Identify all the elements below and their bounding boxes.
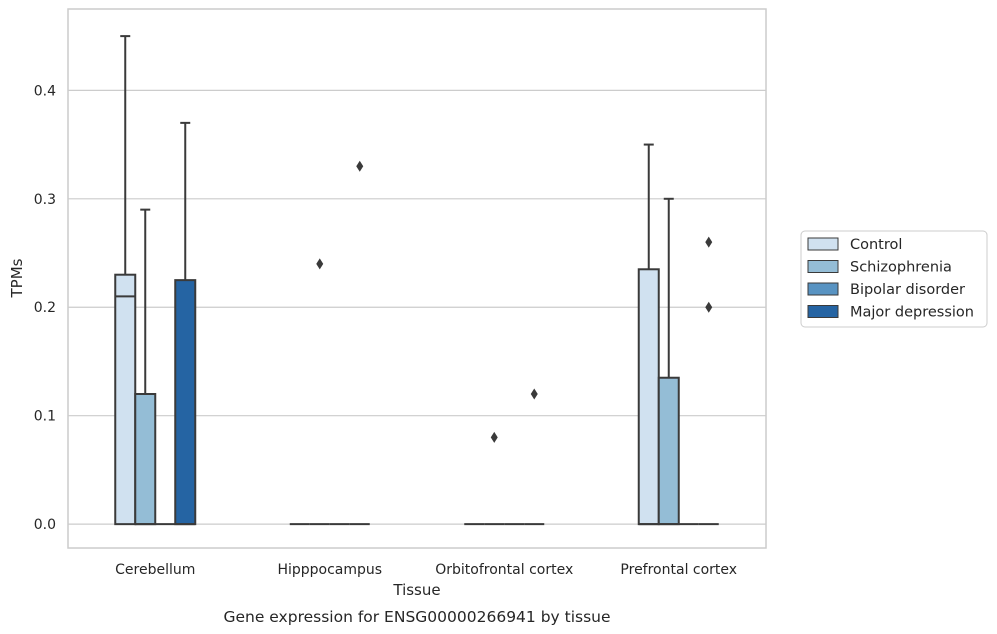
outlier-point xyxy=(530,388,538,400)
box-schizophrenia xyxy=(657,197,680,526)
legend-label: Major depression xyxy=(850,305,974,321)
x-tick-labels: Cerebellum Hipppocampus Orbitofrontal cort… xyxy=(115,562,737,578)
y-tick-label: 0.4 xyxy=(34,83,56,99)
outlier-point xyxy=(316,258,324,270)
legend-frame xyxy=(800,230,988,328)
x-tick-label: Hipppocampus xyxy=(277,562,382,578)
box-schizophrenia xyxy=(134,208,157,526)
box-body xyxy=(637,268,660,526)
y-tick-label: 0.1 xyxy=(34,409,56,425)
legend: Control Schizophrenia Bipolar disorder Majo… xyxy=(800,230,988,328)
legend-swatch xyxy=(807,282,839,296)
box-body xyxy=(114,273,137,526)
outlier-point xyxy=(490,431,498,443)
box-major-depression xyxy=(524,388,545,526)
x-tick-label: Orbitofrontal cortex xyxy=(435,562,573,578)
legend-label: Control xyxy=(850,237,902,253)
legend-swatch xyxy=(807,260,839,273)
x-axis-label: Tissue xyxy=(392,581,440,599)
box-body xyxy=(134,393,157,526)
y-tick-label: 0.3 xyxy=(34,192,56,208)
box-schizophrenia xyxy=(484,431,505,526)
chart-caption: Gene expression for ENSG00000266941 by t… xyxy=(223,608,610,626)
y-axis-label: TPMs xyxy=(8,258,26,298)
box-major-depression xyxy=(174,121,197,526)
legend-label: Bipolar disorder xyxy=(850,282,965,298)
box-body xyxy=(657,376,680,526)
box-body xyxy=(174,279,197,526)
box-schizophrenia xyxy=(309,258,330,526)
box-major-depression xyxy=(349,160,370,526)
box-major-depression xyxy=(698,236,719,526)
x-tick-label: Prefrontal cortex xyxy=(620,562,737,578)
y-tick-labels: 0.0 0.1 0.2 0.3 0.4 xyxy=(34,83,56,533)
outlier-point xyxy=(705,301,713,313)
y-tick-label: 0.0 xyxy=(34,517,56,533)
box-elements xyxy=(114,35,719,526)
outlier-point xyxy=(356,160,364,172)
plot-area-frame xyxy=(67,8,767,549)
legend-label: Schizophrenia xyxy=(850,260,952,276)
x-tick-label: Cerebellum xyxy=(115,562,195,578)
outlier-point xyxy=(705,236,713,248)
box-control xyxy=(114,35,137,526)
legend-swatch xyxy=(807,237,839,251)
y-tick-label: 0.2 xyxy=(34,300,56,316)
legend-swatch xyxy=(807,305,839,318)
